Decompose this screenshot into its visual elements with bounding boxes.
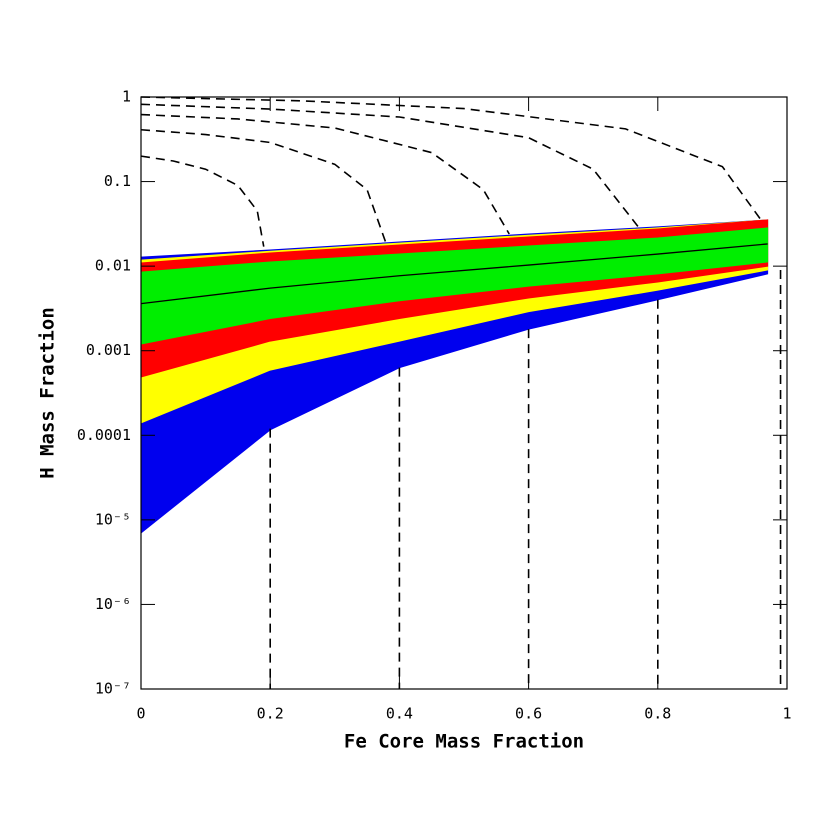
y-tick-label: 0.1 [104,172,131,190]
dashed-curve [140,155,271,689]
y-tick-label: 10⁻⁷ [95,680,131,698]
y-axis-label: H Mass Fraction [37,307,59,479]
x-tick-label: 0.8 [644,705,671,723]
y-tick-label: 10⁻⁵ [95,510,131,528]
dashed-curve [140,96,782,689]
y-tick-label: 10⁻⁶ [95,595,131,613]
x-tick-label: 0.2 [257,705,284,723]
y-tick-label: 0.001 [86,341,131,359]
y-tick-label: 1 [122,88,131,106]
plot-frame [140,96,788,690]
x-tick-label: 0.4 [386,705,413,723]
dashed-curve [140,103,659,689]
band [140,227,769,345]
x-tick-label: 1 [782,705,791,723]
x-tick-label: 0 [136,705,145,723]
dashed-curve [140,128,401,689]
y-tick-label: 0.01 [95,257,131,275]
dashed-curve [140,113,530,689]
center-line [140,243,768,305]
x-axis-label: Fe Core Mass Fraction [344,731,584,753]
x-tick-label: 0.6 [515,705,542,723]
y-tick-label: 0.0001 [77,426,131,444]
